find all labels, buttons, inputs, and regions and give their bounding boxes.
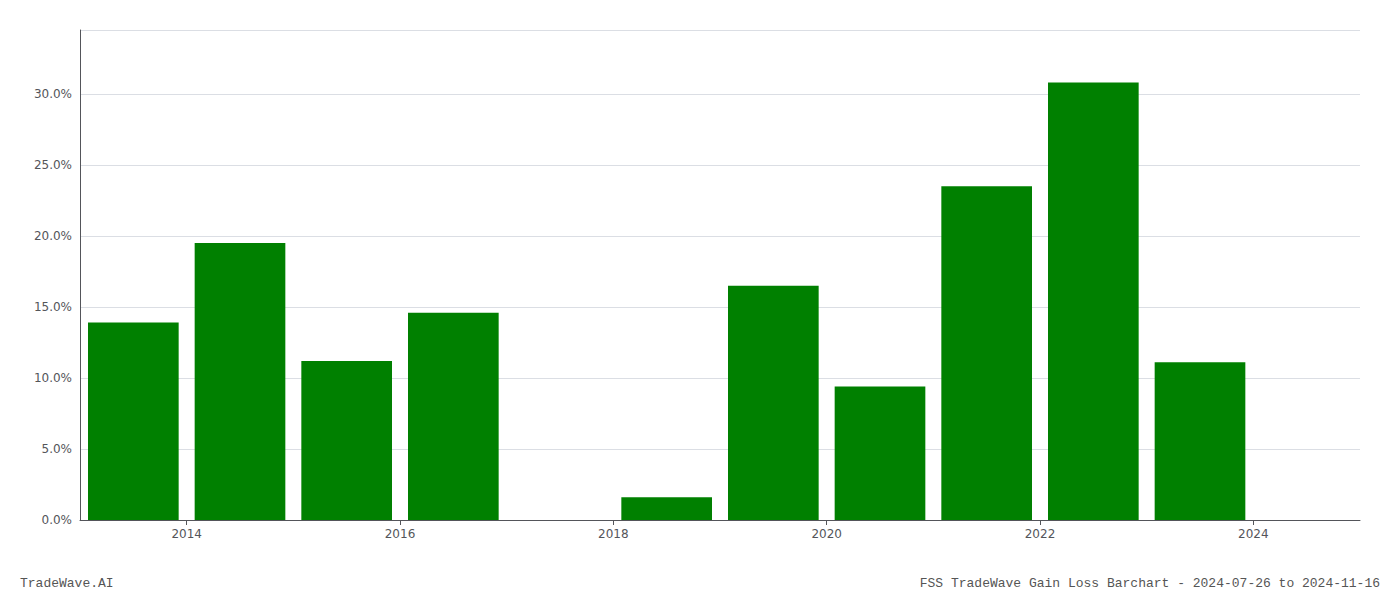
svg-text:2018: 2018	[598, 527, 629, 541]
svg-text:0.0%: 0.0%	[42, 513, 73, 527]
svg-text:10.0%: 10.0%	[34, 371, 72, 385]
svg-text:2024: 2024	[1238, 527, 1269, 541]
svg-text:TradeWave.AI: TradeWave.AI	[20, 576, 114, 591]
svg-text:FSS TradeWave Gain Loss Barcha: FSS TradeWave Gain Loss Barchart - 2024-…	[920, 576, 1380, 591]
svg-text:20.0%: 20.0%	[34, 229, 72, 243]
svg-text:5.0%: 5.0%	[42, 442, 73, 456]
svg-text:2014: 2014	[171, 527, 202, 541]
svg-text:15.0%: 15.0%	[34, 300, 72, 314]
svg-text:25.0%: 25.0%	[34, 158, 72, 172]
svg-text:2016: 2016	[385, 527, 416, 541]
svg-text:2022: 2022	[1025, 527, 1056, 541]
svg-text:2020: 2020	[811, 527, 842, 541]
svg-text:30.0%: 30.0%	[34, 87, 72, 101]
